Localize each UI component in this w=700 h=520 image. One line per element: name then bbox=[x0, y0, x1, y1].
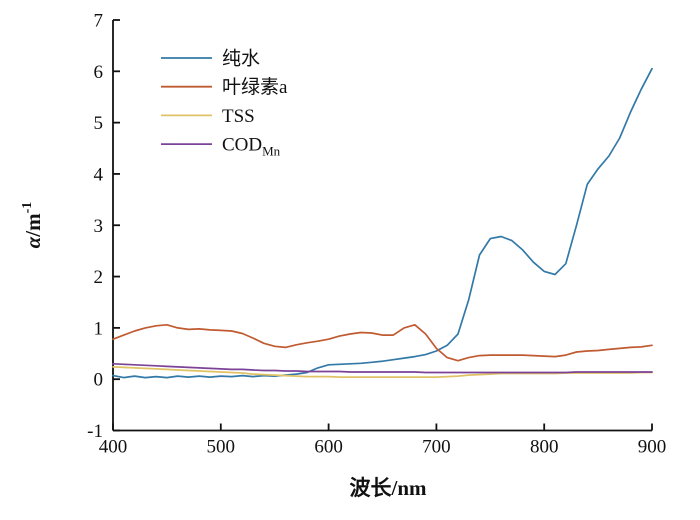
x-tick-label: 600 bbox=[314, 437, 343, 458]
y-tick-label: 0 bbox=[94, 370, 104, 391]
y-tick-label: 7 bbox=[94, 11, 104, 32]
y-tick-label: 3 bbox=[94, 216, 104, 237]
x-axis-label: 波长/nm bbox=[349, 476, 427, 500]
x-tick-label: 900 bbox=[638, 437, 667, 458]
y-tick-label: 1 bbox=[94, 318, 104, 339]
x-ticks: 400 500 600 700 800 900 bbox=[99, 423, 667, 458]
x-tick-label: 700 bbox=[422, 437, 451, 458]
x-tick-label: 500 bbox=[207, 437, 236, 458]
y-tick-label: 2 bbox=[94, 267, 104, 288]
y-tick-label: -1 bbox=[87, 421, 103, 442]
y-axis-label: α/m-1 bbox=[20, 202, 45, 249]
x-tick-label: 800 bbox=[530, 437, 559, 458]
x-tick-label: 400 bbox=[99, 437, 128, 458]
y-tick-label: 5 bbox=[94, 113, 104, 134]
y-tick-label: 6 bbox=[94, 62, 104, 83]
legend-label-cod-mn: CODMn bbox=[222, 135, 281, 159]
chlorophyll-a-line bbox=[112, 323, 653, 362]
legend-label-pure-water: 纯水 bbox=[222, 48, 260, 70]
legend-label-tss: TSS bbox=[222, 106, 255, 127]
legend-label-chlorophyll-a: 叶绿素a bbox=[222, 76, 288, 98]
cod-mn-line bbox=[112, 362, 653, 374]
y-tick-label: 4 bbox=[94, 164, 104, 185]
y-ticks: -1 0 1 2 3 4 5 6 7 bbox=[87, 11, 120, 442]
pure-water-line bbox=[112, 67, 653, 379]
series-lines bbox=[112, 67, 653, 379]
